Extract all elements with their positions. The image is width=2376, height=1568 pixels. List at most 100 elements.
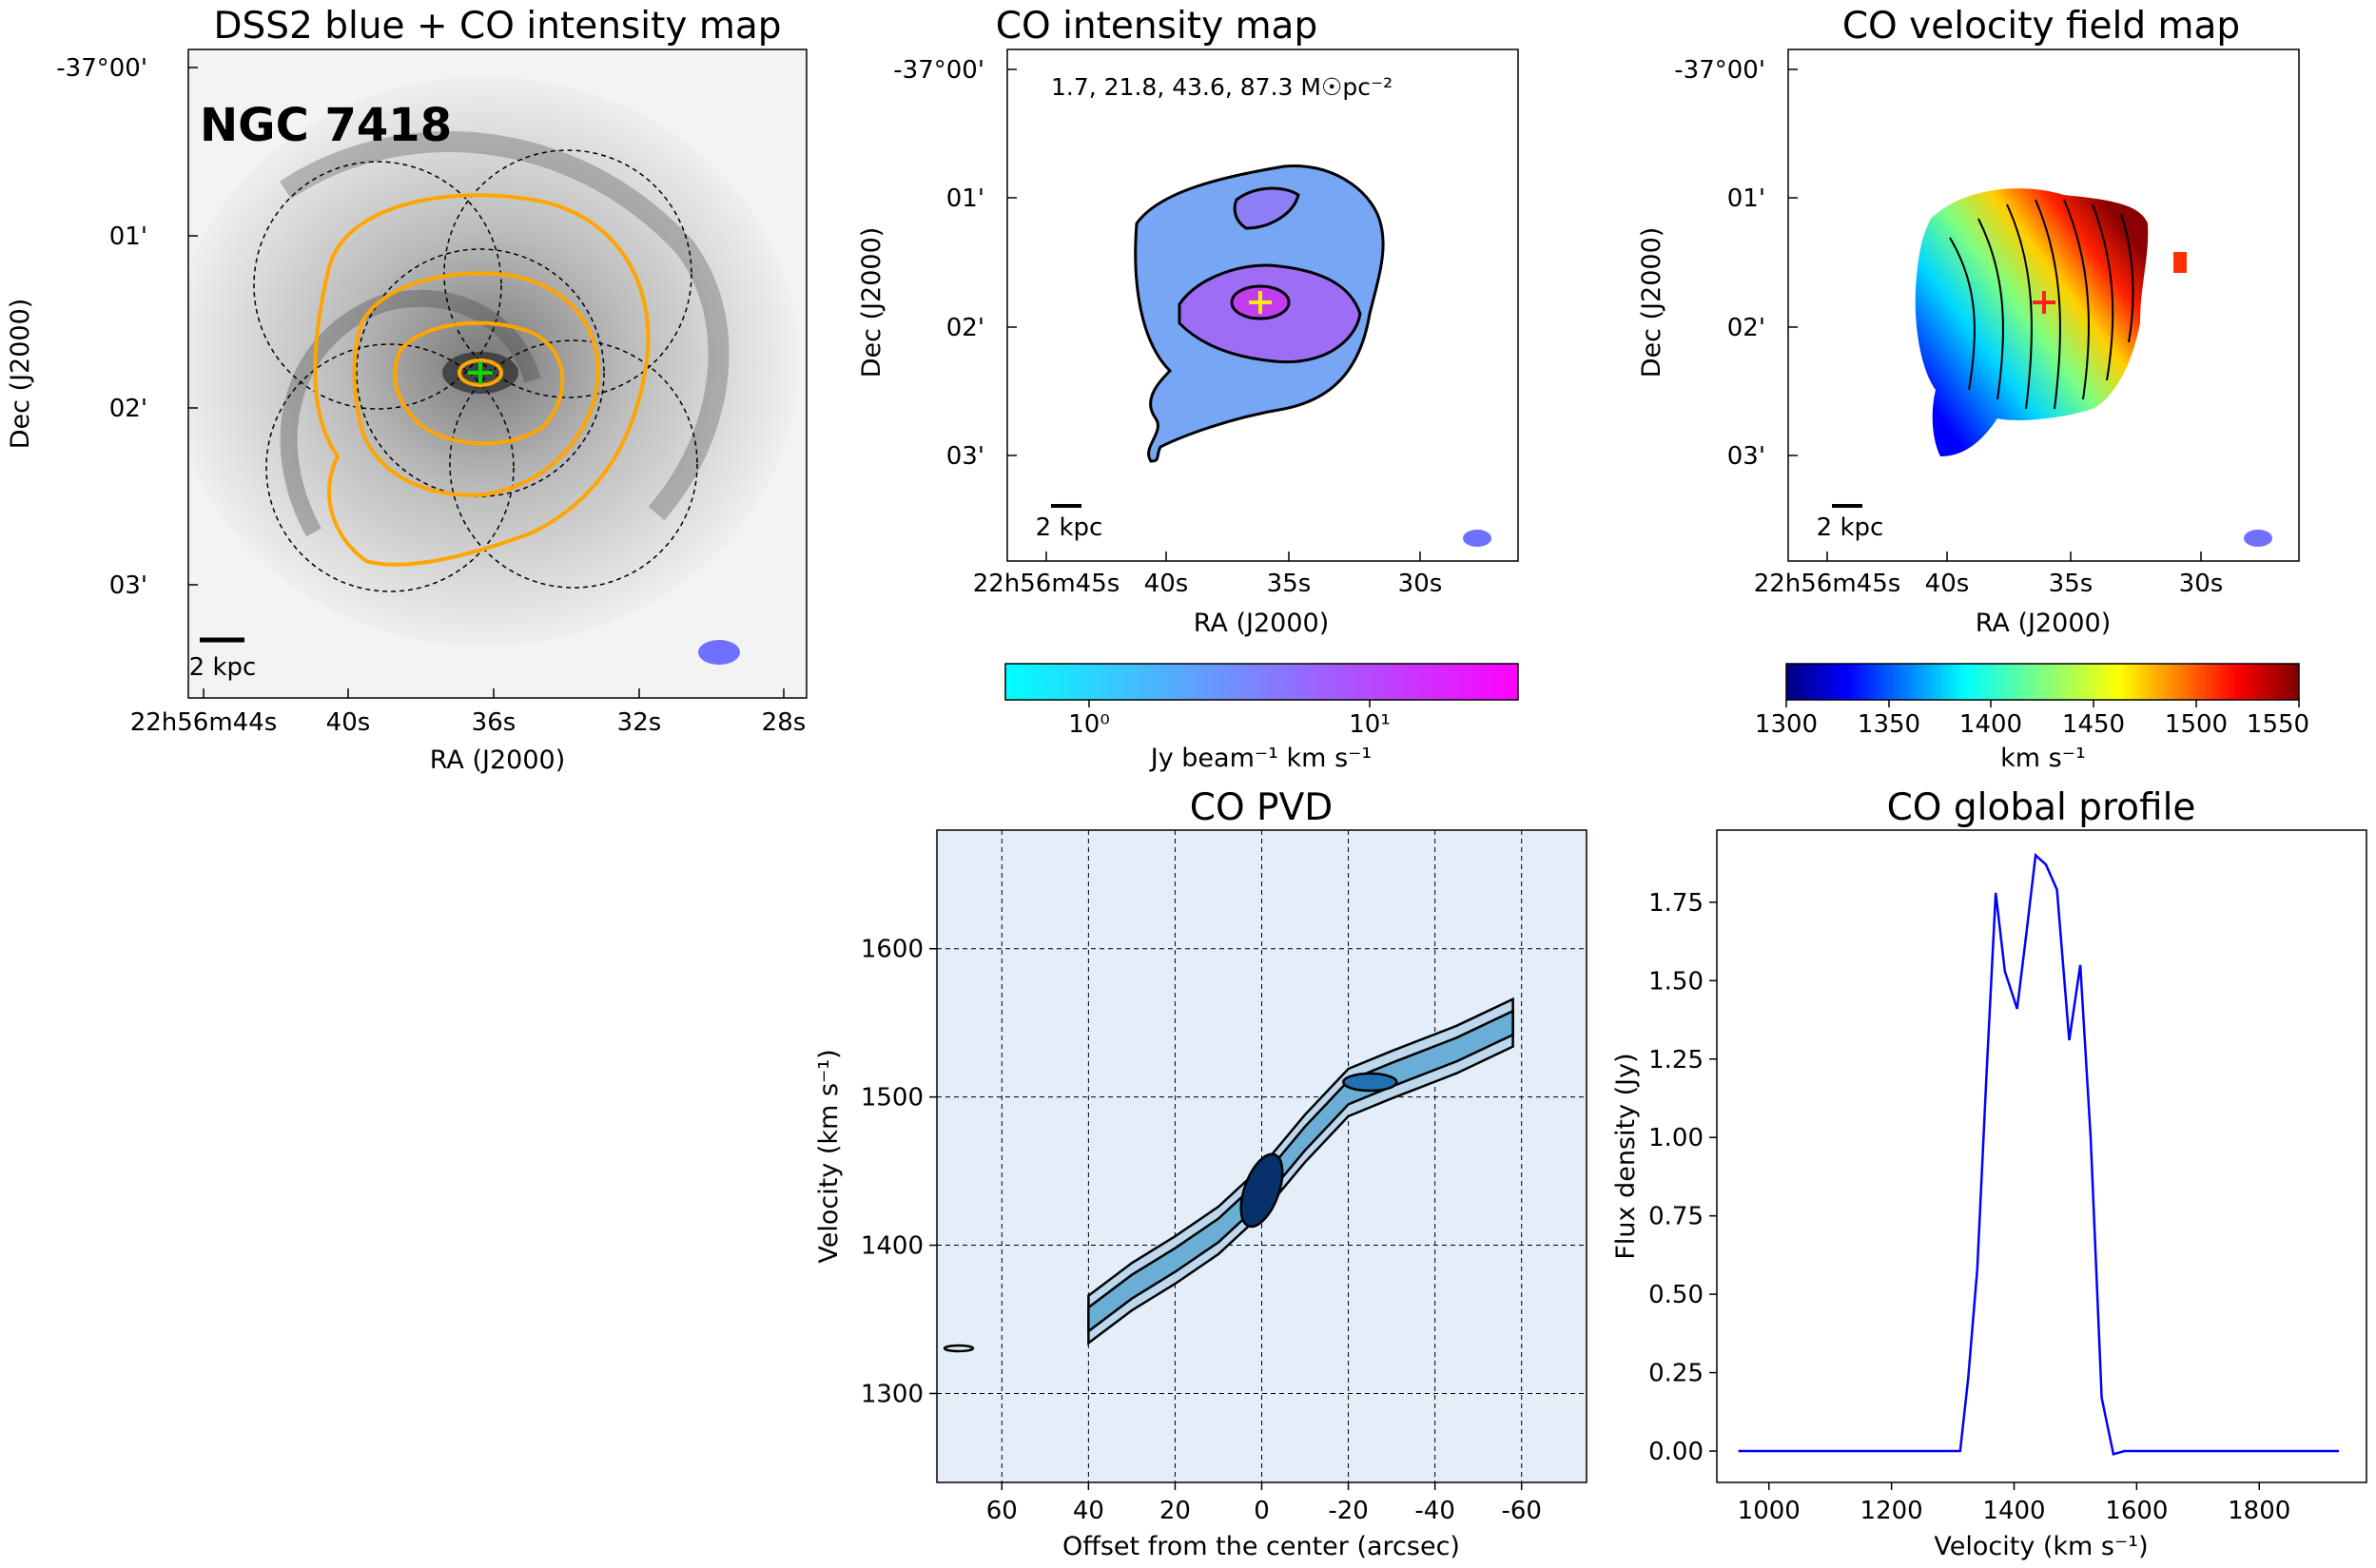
profile-xtick-3: 1600 xyxy=(2105,1497,2168,1525)
profile-ytick-4: 1.00 xyxy=(1648,1124,1704,1152)
intensity-xtick-2: 35s xyxy=(1267,570,1312,598)
dss2-xtick-3: 32s xyxy=(617,708,662,737)
intensity-center-marker xyxy=(1249,291,1272,314)
velocity-field-blob xyxy=(2173,252,2187,273)
pointing-circles xyxy=(253,149,698,592)
pvd-peak-contours xyxy=(1239,1072,1398,1229)
velocity-cbar-label: km s⁻¹ xyxy=(2000,744,2086,773)
profile-ytick-6: 1.50 xyxy=(1648,967,1704,996)
profile-ytick-5: 1.25 xyxy=(1648,1046,1704,1074)
pvd-grid xyxy=(937,830,1587,1482)
profile-xtick-0: 1000 xyxy=(1738,1497,1801,1525)
profile-xtick-2: 1400 xyxy=(1982,1497,2045,1525)
velocity-xlabel: RA (J2000) xyxy=(1976,609,2111,638)
intensity-panel: CO intensity map 1.7, 21.8, 43.6, 87.3 M… xyxy=(857,5,1519,773)
pvd-ylabel: Velocity (km s⁻¹) xyxy=(814,1049,844,1263)
profile-series-line xyxy=(1738,852,2339,1456)
dss2-xlabel: RA (J2000) xyxy=(430,745,565,775)
pvd-xtick-labels: 60 40 20 0 -20 -40 -60 xyxy=(986,1497,1542,1525)
intensity-ytick-2: 02' xyxy=(946,314,984,342)
profile-ytick-1: 0.25 xyxy=(1648,1360,1704,1388)
velocity-scale-label: 2 kpc xyxy=(1817,513,1884,542)
pvd-xtick-3: 0 xyxy=(1254,1497,1270,1525)
intensity-ytick-1: 01' xyxy=(946,184,984,213)
pvd-xtick-5: -40 xyxy=(1414,1497,1454,1525)
intensity-cbar-tick-1: 10¹ xyxy=(1349,710,1391,739)
profile-ytick-labels: 0.00 0.25 0.50 0.75 1.00 1.25 1.50 1.75 xyxy=(1648,889,1704,1466)
galaxy-name: NGC 7418 xyxy=(200,99,452,152)
pvd-panel: CO PVD 60 40 20 0 -20 -40 -60 1300 1400 … xyxy=(814,786,1587,1561)
pvd-ytick-1: 1400 xyxy=(861,1232,924,1261)
velocity-xtick-0: 22h56m45s xyxy=(1754,570,1901,598)
velocity-cbar-tick-0: 1300 xyxy=(1755,710,1818,739)
profile-data-points xyxy=(1738,855,2340,1455)
dss2-ylabel: Dec (J2000) xyxy=(6,299,35,450)
pvd-noise-contour xyxy=(943,1344,975,1353)
pvd-ytick-3: 1600 xyxy=(861,936,924,964)
dss2-xtick-2: 36s xyxy=(472,708,516,737)
dss2-beam xyxy=(698,640,740,665)
intensity-contour-arm xyxy=(1233,186,1300,230)
pvd-ytick-2: 1500 xyxy=(861,1084,924,1113)
profile-xtick-4: 1800 xyxy=(2228,1497,2290,1525)
profile-ytick-2: 0.50 xyxy=(1648,1281,1704,1309)
intensity-ylabel: Dec (J2000) xyxy=(857,227,886,378)
dss2-center-marker xyxy=(468,361,493,384)
dss2-ytick-2: 02' xyxy=(109,395,147,423)
profile-ytick-7: 1.75 xyxy=(1648,889,1704,918)
velocity-ytick-1: 01' xyxy=(1727,184,1765,213)
velocity-center-marker xyxy=(2033,291,2055,314)
dss2-title: DSS2 blue + CO intensity map xyxy=(214,5,782,48)
intensity-title: CO intensity map xyxy=(996,5,1317,48)
profile-ytick-0: 0.00 xyxy=(1648,1438,1704,1466)
dss2-scale-label: 2 kpc xyxy=(189,653,257,682)
velocity-cbar-tick-4: 1500 xyxy=(2165,710,2228,739)
velocity-beam xyxy=(2244,530,2272,547)
pvd-ytick-labels: 1300 1400 1500 1600 xyxy=(861,936,924,1409)
intensity-xtick-3: 30s xyxy=(1398,570,1443,598)
velocity-cbar-tick-2: 1400 xyxy=(1959,710,2022,739)
profile-title: CO global profile xyxy=(1887,786,2196,829)
profile-ytick-3: 0.75 xyxy=(1648,1203,1704,1231)
velocity-xtick-2: 35s xyxy=(2049,570,2094,598)
intensity-cbar-label: Jy beam⁻¹ km s⁻¹ xyxy=(1149,744,1372,773)
dss2-ytick-0: -37°00' xyxy=(56,54,147,83)
co-contours-orange xyxy=(313,193,651,567)
dss2-ytick-3: 03' xyxy=(109,571,147,600)
intensity-ytick-3: 03' xyxy=(946,442,984,471)
pvd-ytick-0: 1300 xyxy=(861,1380,924,1408)
pvd-ticks xyxy=(929,947,1523,1490)
pvd-emission-inner xyxy=(1087,1009,1514,1334)
velocity-isovelocity-contours xyxy=(1949,199,2134,410)
intensity-cbar-tick-0: 10⁰ xyxy=(1068,710,1110,739)
dss2-ytick-1: 01' xyxy=(109,223,147,251)
intensity-xtick-1: 40s xyxy=(1144,570,1189,598)
pvd-peak-core xyxy=(1239,1152,1284,1229)
intensity-scale-label: 2 kpc xyxy=(1036,513,1103,542)
profile-xlabel: Velocity (km s⁻¹) xyxy=(1934,1532,2148,1561)
pvd-title: CO PVD xyxy=(1190,786,1334,829)
pvd-xtick-4: -20 xyxy=(1328,1497,1368,1525)
intensity-xtick-0: 22h56m45s xyxy=(973,570,1120,598)
intensity-xlabel: RA (J2000) xyxy=(1194,609,1329,638)
dss2-xtick-0: 22h56m44s xyxy=(130,708,278,737)
dss2-xtick-4: 28s xyxy=(762,708,807,737)
intensity-colorbar xyxy=(1004,663,1519,701)
velocity-title: CO velocity field map xyxy=(1842,5,2240,48)
velocity-ytick-0: -37°00' xyxy=(1674,56,1765,85)
profile-ylabel: Flux density (Jy) xyxy=(1611,1053,1641,1259)
intensity-levels-note: 1.7, 21.8, 43.6, 87.3 M☉pc⁻² xyxy=(1051,73,1392,101)
profile-xtick-1: 1200 xyxy=(1860,1497,1923,1525)
pvd-xtick-6: -60 xyxy=(1501,1497,1541,1525)
pvd-xtick-2: 20 xyxy=(1159,1497,1191,1525)
dss2-panel: DSS2 blue + CO intensity map NGC 7418 2 … xyxy=(6,5,808,775)
pvd-peak-secondary xyxy=(1342,1072,1398,1093)
profile-xtick-labels: 1000 1200 1400 1600 1800 xyxy=(1738,1497,2291,1525)
profile-ticks xyxy=(1709,901,2260,1490)
velocity-ytick-3: 03' xyxy=(1727,442,1765,471)
velocity-cbar-tick-5: 1550 xyxy=(2247,710,2309,739)
profile-frame xyxy=(1716,829,2367,1483)
velocity-panel: CO velocity field map 2 kpc 22h56m45s 40… xyxy=(1637,5,2309,773)
dss2-frame xyxy=(187,48,808,699)
